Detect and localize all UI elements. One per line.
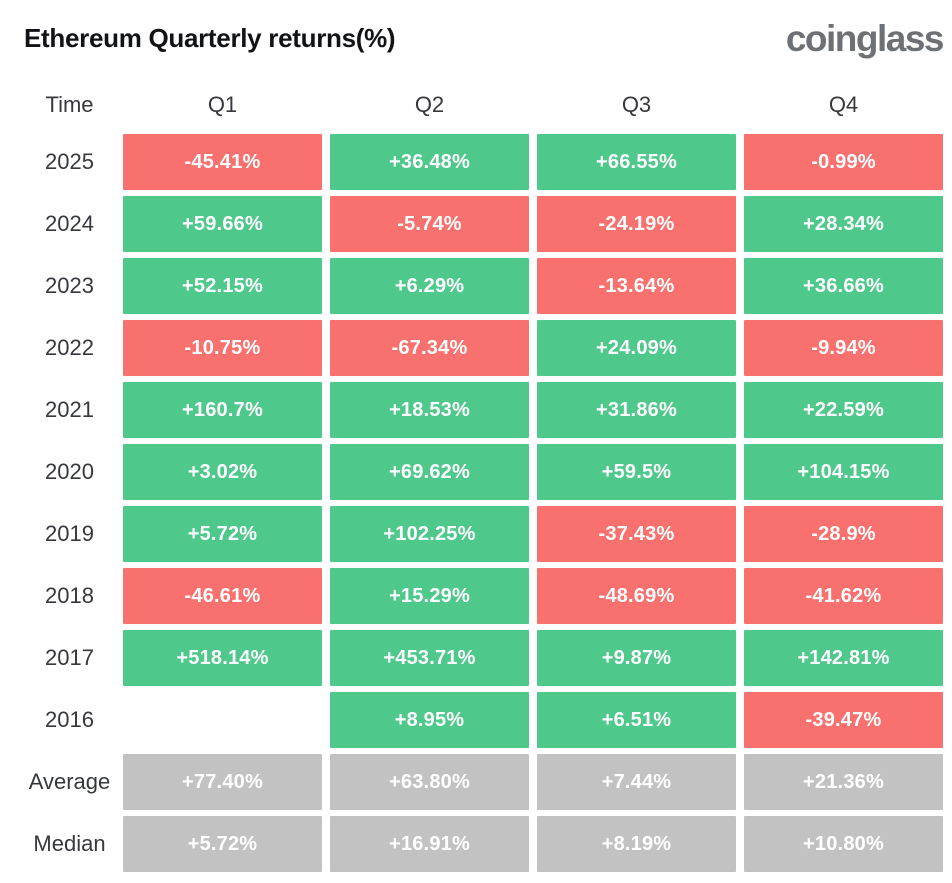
return-cell: +36.48%	[330, 134, 529, 190]
table-row: 2025 -45.41% +36.48% +66.55% -0.99%	[24, 134, 943, 190]
return-cell: +9.87%	[537, 630, 736, 686]
return-cell: +21.36%	[744, 754, 943, 810]
return-cell: +6.29%	[330, 258, 529, 314]
table-row: 2020 +3.02% +69.62% +59.5% +104.15%	[24, 444, 943, 500]
table-header-row: Time Q1 Q2 Q3 Q4	[24, 90, 943, 120]
return-cell: +59.5%	[537, 444, 736, 500]
row-label: 2025	[45, 149, 94, 174]
row-label: 2023	[45, 273, 94, 298]
return-cell: +518.14%	[123, 630, 322, 686]
row-label: Median	[33, 831, 106, 856]
return-cell: -5.74%	[330, 196, 529, 252]
column-header-q2: Q2	[414, 92, 445, 117]
return-cell: +7.44%	[537, 754, 736, 810]
return-cell: -24.19%	[537, 196, 736, 252]
return-cell: +16.91%	[330, 816, 529, 872]
return-cell: +36.66%	[744, 258, 943, 314]
row-label: 2021	[45, 397, 94, 422]
return-cell: -0.99%	[744, 134, 943, 190]
return-cell: +10.80%	[744, 816, 943, 872]
return-cell: -13.64%	[537, 258, 736, 314]
return-cell: +5.72%	[123, 816, 322, 872]
return-cell: +453.71%	[330, 630, 529, 686]
return-cell: -10.75%	[123, 320, 322, 376]
return-cell: -39.47%	[744, 692, 943, 748]
row-label: 2019	[45, 521, 94, 546]
row-label: 2022	[45, 335, 94, 360]
return-cell: -9.94%	[744, 320, 943, 376]
return-cell: +18.53%	[330, 382, 529, 438]
return-cell: +77.40%	[123, 754, 322, 810]
return-cell: -46.61%	[123, 568, 322, 624]
return-cell: -41.62%	[744, 568, 943, 624]
return-cell: +142.81%	[744, 630, 943, 686]
return-cell: +66.55%	[537, 134, 736, 190]
row-label: 2020	[45, 459, 94, 484]
column-header-time: Time	[45, 92, 94, 117]
return-cell: +3.02%	[123, 444, 322, 500]
table-body: 2025 -45.41% +36.48% +66.55% -0.99% 2024 +59.6…	[24, 134, 943, 872]
return-cell: -45.41%	[123, 134, 322, 190]
table-row: 2021 +160.7% +18.53% +31.86% +22.59%	[24, 382, 943, 438]
return-cell: +59.66%	[123, 196, 322, 252]
table-row: 2018 -46.61% +15.29% -48.69% -41.62%	[24, 568, 943, 624]
table-row: 2023 +52.15% +6.29% -13.64% +36.66%	[24, 258, 943, 314]
coinglass-logo[interactable]: coinglass	[785, 17, 945, 59]
return-cell: +24.09%	[537, 320, 736, 376]
return-cell: +8.95%	[330, 692, 529, 748]
return-cell: +15.29%	[330, 568, 529, 624]
table-row: 2016 +8.95% +6.51% -39.47%	[24, 692, 943, 748]
return-cell: -37.43%	[537, 506, 736, 562]
empty-cell	[123, 692, 322, 748]
row-label: 2017	[45, 645, 94, 670]
column-header-q3: Q3	[621, 92, 652, 117]
top-bar: Ethereum Quarterly returns(%) coinglass	[24, 12, 945, 64]
column-header-q1: Q1	[207, 92, 238, 117]
table-row: 2017 +518.14% +453.71% +9.87% +142.81%	[24, 630, 943, 686]
return-cell: -67.34%	[330, 320, 529, 376]
return-cell: -28.9%	[744, 506, 943, 562]
return-cell: +22.59%	[744, 382, 943, 438]
table-row: 2022 -10.75% -67.34% +24.09% -9.94%	[24, 320, 943, 376]
table-row: Average +77.40% +63.80% +7.44% +21.36%	[24, 754, 943, 810]
table-row: 2019 +5.72% +102.25% -37.43% -28.9%	[24, 506, 943, 562]
return-cell: +160.7%	[123, 382, 322, 438]
row-label: Average	[28, 769, 111, 794]
table-row: Median +5.72% +16.91% +8.19% +10.80%	[24, 816, 943, 872]
row-label: 2016	[45, 707, 94, 732]
return-cell: +28.34%	[744, 196, 943, 252]
return-cell: +6.51%	[537, 692, 736, 748]
table-row: 2024 +59.66% -5.74% -24.19% +28.34%	[24, 196, 943, 252]
return-cell: +8.19%	[537, 816, 736, 872]
return-cell: +52.15%	[123, 258, 322, 314]
page-title: Ethereum Quarterly returns(%)	[24, 22, 396, 53]
row-label: 2018	[45, 583, 94, 608]
return-cell: +5.72%	[123, 506, 322, 562]
column-header-q4: Q4	[828, 92, 859, 117]
return-cell: +69.62%	[330, 444, 529, 500]
return-cell: -48.69%	[537, 568, 736, 624]
row-label: 2024	[45, 211, 94, 236]
return-cell: +31.86%	[537, 382, 736, 438]
return-cell: +63.80%	[330, 754, 529, 810]
return-cell: +104.15%	[744, 444, 943, 500]
return-cell: +102.25%	[330, 506, 529, 562]
